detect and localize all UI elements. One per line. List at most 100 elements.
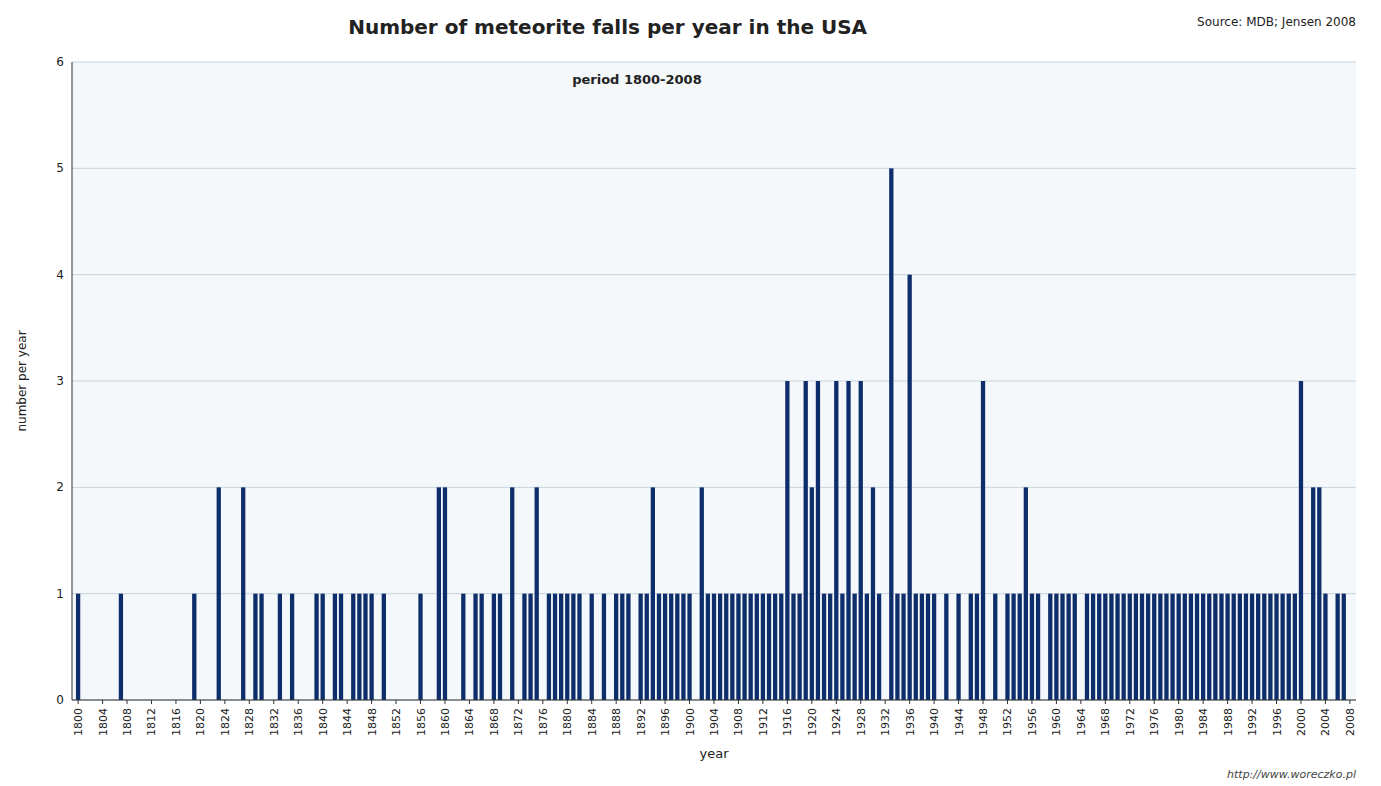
- bar: [259, 594, 263, 700]
- bar: [810, 487, 814, 700]
- x-tick: [1300, 700, 1301, 704]
- bar: [871, 487, 875, 700]
- x-tick-label: 1900: [684, 708, 697, 736]
- x-tick-label: 1876: [537, 708, 550, 736]
- bar: [1213, 594, 1217, 700]
- x-tick: [762, 700, 763, 704]
- bar: [76, 594, 80, 700]
- bar: [981, 381, 985, 700]
- grid-line: [72, 168, 1356, 169]
- x-tick-label: 2004: [1319, 708, 1332, 736]
- x-tick-label: 1856: [415, 708, 428, 736]
- bar: [253, 594, 257, 700]
- x-tick-label: 1844: [341, 708, 354, 736]
- bar: [932, 594, 936, 700]
- bar: [755, 594, 759, 700]
- bar: [1122, 594, 1126, 700]
- x-tick: [665, 700, 666, 704]
- bar: [920, 594, 924, 700]
- bar: [553, 594, 557, 700]
- x-tick: [958, 700, 959, 704]
- bar: [846, 381, 850, 700]
- bar: [657, 594, 661, 700]
- bar: [1097, 594, 1101, 700]
- bar: [969, 594, 973, 700]
- bar: [590, 594, 594, 700]
- plot-area: [72, 62, 1356, 700]
- x-tick: [469, 700, 470, 704]
- bar: [602, 594, 606, 700]
- bar: [651, 487, 655, 700]
- x-tick-label: 1800: [72, 708, 85, 736]
- chart: 0123456180018041808181218161820182418281…: [0, 0, 1381, 786]
- bar: [1342, 594, 1346, 700]
- x-tick: [371, 700, 372, 704]
- bar: [718, 594, 722, 700]
- x-tick: [885, 700, 886, 704]
- bar: [314, 594, 318, 700]
- bar: [1189, 594, 1193, 700]
- x-tick-label: 1868: [488, 708, 501, 736]
- x-tick-label: 1980: [1173, 708, 1186, 736]
- bar: [804, 381, 808, 700]
- x-tick-label: 1908: [732, 708, 745, 736]
- bar: [1183, 594, 1187, 700]
- grid-line: [72, 62, 1356, 63]
- x-tick: [322, 700, 323, 704]
- bar: [1225, 594, 1229, 700]
- y-tick-label: 2: [56, 480, 64, 494]
- x-tick-label: 1924: [830, 708, 843, 736]
- x-tick-label: 1956: [1026, 708, 1039, 736]
- x-tick: [1349, 700, 1350, 704]
- y-axis-label: number per year: [15, 330, 29, 431]
- y-tick-label: 1: [56, 587, 64, 601]
- x-tick: [1105, 700, 1106, 704]
- bar: [761, 594, 765, 700]
- x-tick-label: 1860: [439, 708, 452, 736]
- bar: [1158, 594, 1162, 700]
- x-tick: [420, 700, 421, 704]
- bar: [1232, 594, 1236, 700]
- bar: [620, 594, 624, 700]
- bar: [1244, 594, 1248, 700]
- x-tick: [249, 700, 250, 704]
- bar: [528, 594, 532, 700]
- bar: [1195, 594, 1199, 700]
- y-tick-label: 0: [56, 693, 64, 707]
- bar: [278, 594, 282, 700]
- x-tick-label: 1832: [268, 708, 281, 736]
- grid: [72, 62, 1356, 700]
- x-tick: [542, 700, 543, 704]
- bar: [547, 594, 551, 700]
- bar: [700, 487, 704, 700]
- bar: [192, 594, 196, 700]
- bar: [1036, 594, 1040, 700]
- x-tick-label: 1904: [708, 708, 721, 736]
- bar: [730, 594, 734, 700]
- bar: [638, 594, 642, 700]
- bar: [1103, 594, 1107, 700]
- x-tick: [909, 700, 910, 704]
- bar: [663, 594, 667, 700]
- bar: [956, 594, 960, 700]
- x-tick: [273, 700, 274, 704]
- bar: [1030, 594, 1034, 700]
- x-tick-label: 1864: [463, 708, 476, 736]
- y-axis: 0123456: [56, 55, 64, 707]
- y-tick-label: 6: [56, 55, 64, 69]
- x-tick: [224, 700, 225, 704]
- bar: [742, 594, 746, 700]
- bar: [840, 594, 844, 700]
- bar: [706, 594, 710, 700]
- x-tick-label: 1880: [561, 708, 574, 736]
- bar: [767, 594, 771, 700]
- bar: [1268, 594, 1272, 700]
- x-tick: [1252, 700, 1253, 704]
- bar: [1274, 594, 1278, 700]
- x-tick: [175, 700, 176, 704]
- bar: [1299, 381, 1303, 700]
- y-tick-label: 5: [56, 161, 64, 175]
- x-tick-label: 1996: [1271, 708, 1284, 736]
- bar: [290, 594, 294, 700]
- bar: [914, 594, 918, 700]
